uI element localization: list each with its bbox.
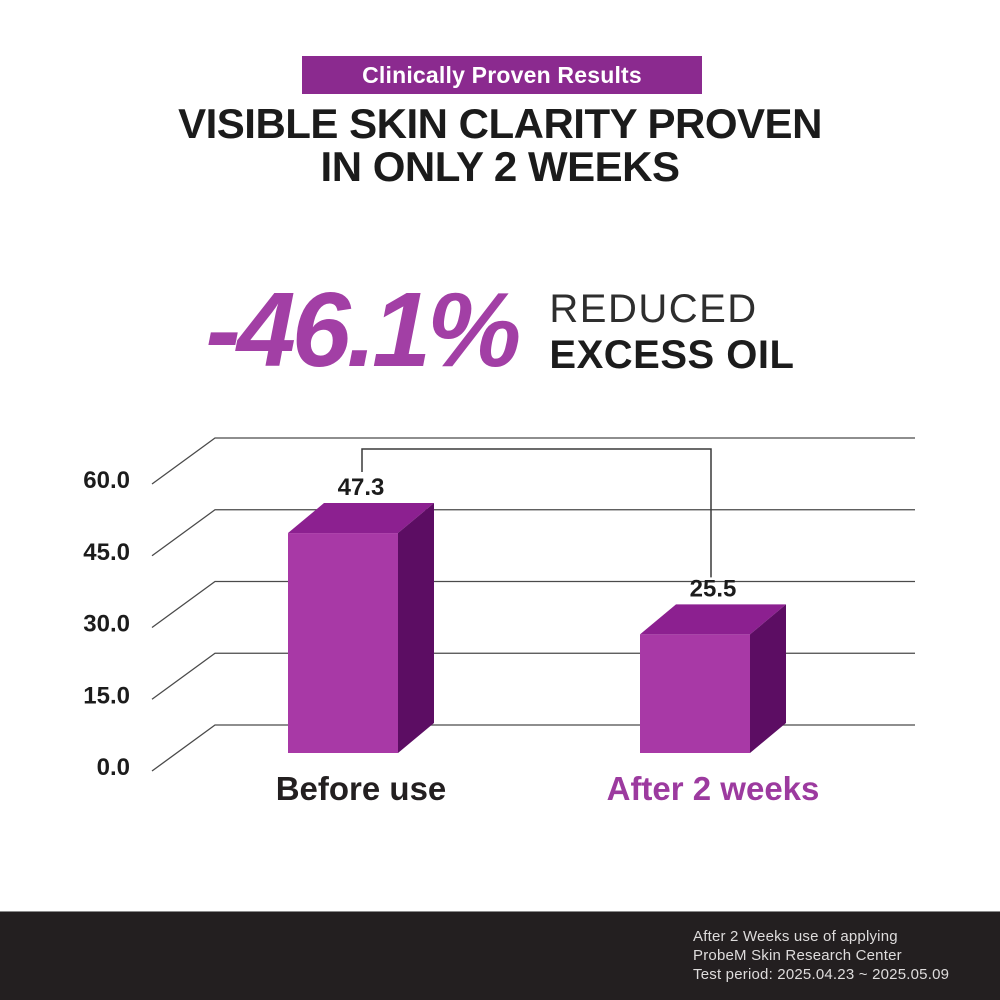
footer-line-source: ProbeM Skin Research Center: [693, 947, 902, 964]
difference-connector-line: [361, 448, 712, 578]
footer-line-test-period: Test period: 2025.04.23 ~ 2025.05.09: [693, 966, 950, 983]
clinically-proven-badge: Clinically Proven Results: [302, 56, 702, 94]
y-tick-label: 0.0: [97, 754, 130, 781]
bar-top-face: [640, 604, 786, 635]
stat-row: -46.1% REDUCED EXCESS OIL: [0, 262, 1000, 402]
bar-front-face: [640, 634, 750, 753]
badge-label: Clinically Proven Results: [362, 61, 642, 88]
bar-front-face: [288, 533, 398, 753]
footer-bar: After 2 Weeks use of applying ProbeM Ski…: [0, 911, 1000, 1000]
y-tick-label: 45.0: [83, 539, 130, 566]
y-tick-label: 60.0: [83, 467, 130, 494]
gridline: [151, 509, 915, 557]
bar-top-face: [288, 503, 434, 534]
stat-label-excess-oil: EXCESS OIL: [549, 333, 795, 377]
page-title-line2: IN ONLY 2 WEEKS: [320, 143, 680, 190]
gridline: [151, 437, 915, 485]
bar-side-face: [398, 503, 434, 753]
gridline: [151, 580, 915, 629]
page-title-line1: VISIBLE SKIN CLARITY PROVEN: [178, 100, 822, 147]
stat-labels: REDUCED EXCESS OIL: [549, 286, 794, 378]
category-label: After 2 weeks: [607, 770, 820, 807]
category-label: Before use: [276, 770, 447, 807]
stat-value: -46.1%: [205, 271, 522, 389]
bar-side-face: [750, 604, 786, 753]
gridline: [151, 652, 915, 700]
y-tick-label: 15.0: [83, 682, 130, 709]
bar-value-label: 25.5: [690, 575, 737, 602]
stat-label-reduced: REDUCED: [549, 287, 758, 331]
page-title: VISIBLE SKIN CLARITY PROVEN IN ONLY 2 WE…: [0, 102, 1000, 188]
y-tick-label: 30.0: [83, 611, 130, 638]
bar-value-label: 47.3: [338, 474, 385, 501]
gridline: [151, 724, 915, 772]
bar-chart: 60.0 45.0 30.0 15.0 0.0 47.3 Before use 25.5 Aft…: [83, 437, 915, 807]
footer-line-usage: After 2 Weeks use of applying: [693, 928, 898, 945]
footer-text-block: After 2 Weeks use of applying ProbeM Ski…: [693, 927, 949, 984]
